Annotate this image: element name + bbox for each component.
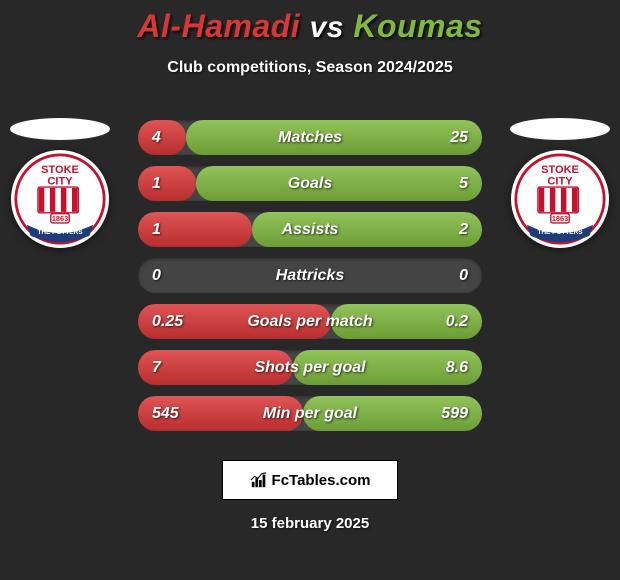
vs-text: vs [310, 11, 344, 44]
stat-label: Matches [138, 120, 482, 155]
svg-text:CITY: CITY [547, 175, 573, 187]
right-club-crest: STOKE CITY 1863 THE POTTERS [511, 150, 609, 248]
stat-label: Shots per goal [138, 350, 482, 385]
stat-label: Min per goal [138, 396, 482, 431]
left-ellipse [10, 118, 110, 140]
stat-label: Goals [138, 166, 482, 201]
chart-icon [250, 471, 268, 489]
left-badge-area: STOKE CITY 1863 THE POTTERS [0, 118, 120, 248]
svg-text:THE POTTERS: THE POTTERS [537, 229, 583, 236]
stat-row: 0.250.2Goals per match [138, 304, 482, 339]
right-ellipse [510, 118, 610, 140]
stat-row: 78.6Shots per goal [138, 350, 482, 385]
stat-row: 00Hattricks [138, 258, 482, 293]
footer-date: 15 february 2025 [0, 515, 620, 532]
subtitle: Club competitions, Season 2024/2025 [0, 59, 620, 77]
stat-row: 425Matches [138, 120, 482, 155]
svg-text:CITY: CITY [47, 175, 73, 187]
stat-label: Hattricks [138, 258, 482, 293]
player2-name: Koumas [353, 8, 482, 44]
comparison-title: Al-Hamadi vs Koumas [0, 0, 620, 45]
left-club-crest: STOKE CITY 1863 THE POTTERS [11, 150, 109, 248]
stat-label: Assists [138, 212, 482, 247]
stat-label: Goals per match [138, 304, 482, 339]
player1-name: Al-Hamadi [137, 8, 300, 44]
right-badge-area: STOKE CITY 1863 THE POTTERS [500, 118, 620, 248]
footer-site-name: FcTables.com [272, 472, 371, 489]
stat-row: 545599Min per goal [138, 396, 482, 431]
svg-text:1863: 1863 [552, 214, 568, 223]
footer-logo[interactable]: FcTables.com [222, 460, 398, 500]
svg-text:1863: 1863 [52, 214, 68, 223]
stat-row: 12Assists [138, 212, 482, 247]
stoke-crest-icon: STOKE CITY 1863 THE POTTERS [514, 153, 606, 245]
stats-bars-container: 425Matches 15Goals 12Assists 00Hattricks 0.2… [138, 120, 482, 431]
svg-text:THE POTTERS: THE POTTERS [37, 229, 83, 236]
stoke-crest-icon: STOKE CITY 1863 THE POTTERS [14, 153, 106, 245]
stat-row: 15Goals [138, 166, 482, 201]
